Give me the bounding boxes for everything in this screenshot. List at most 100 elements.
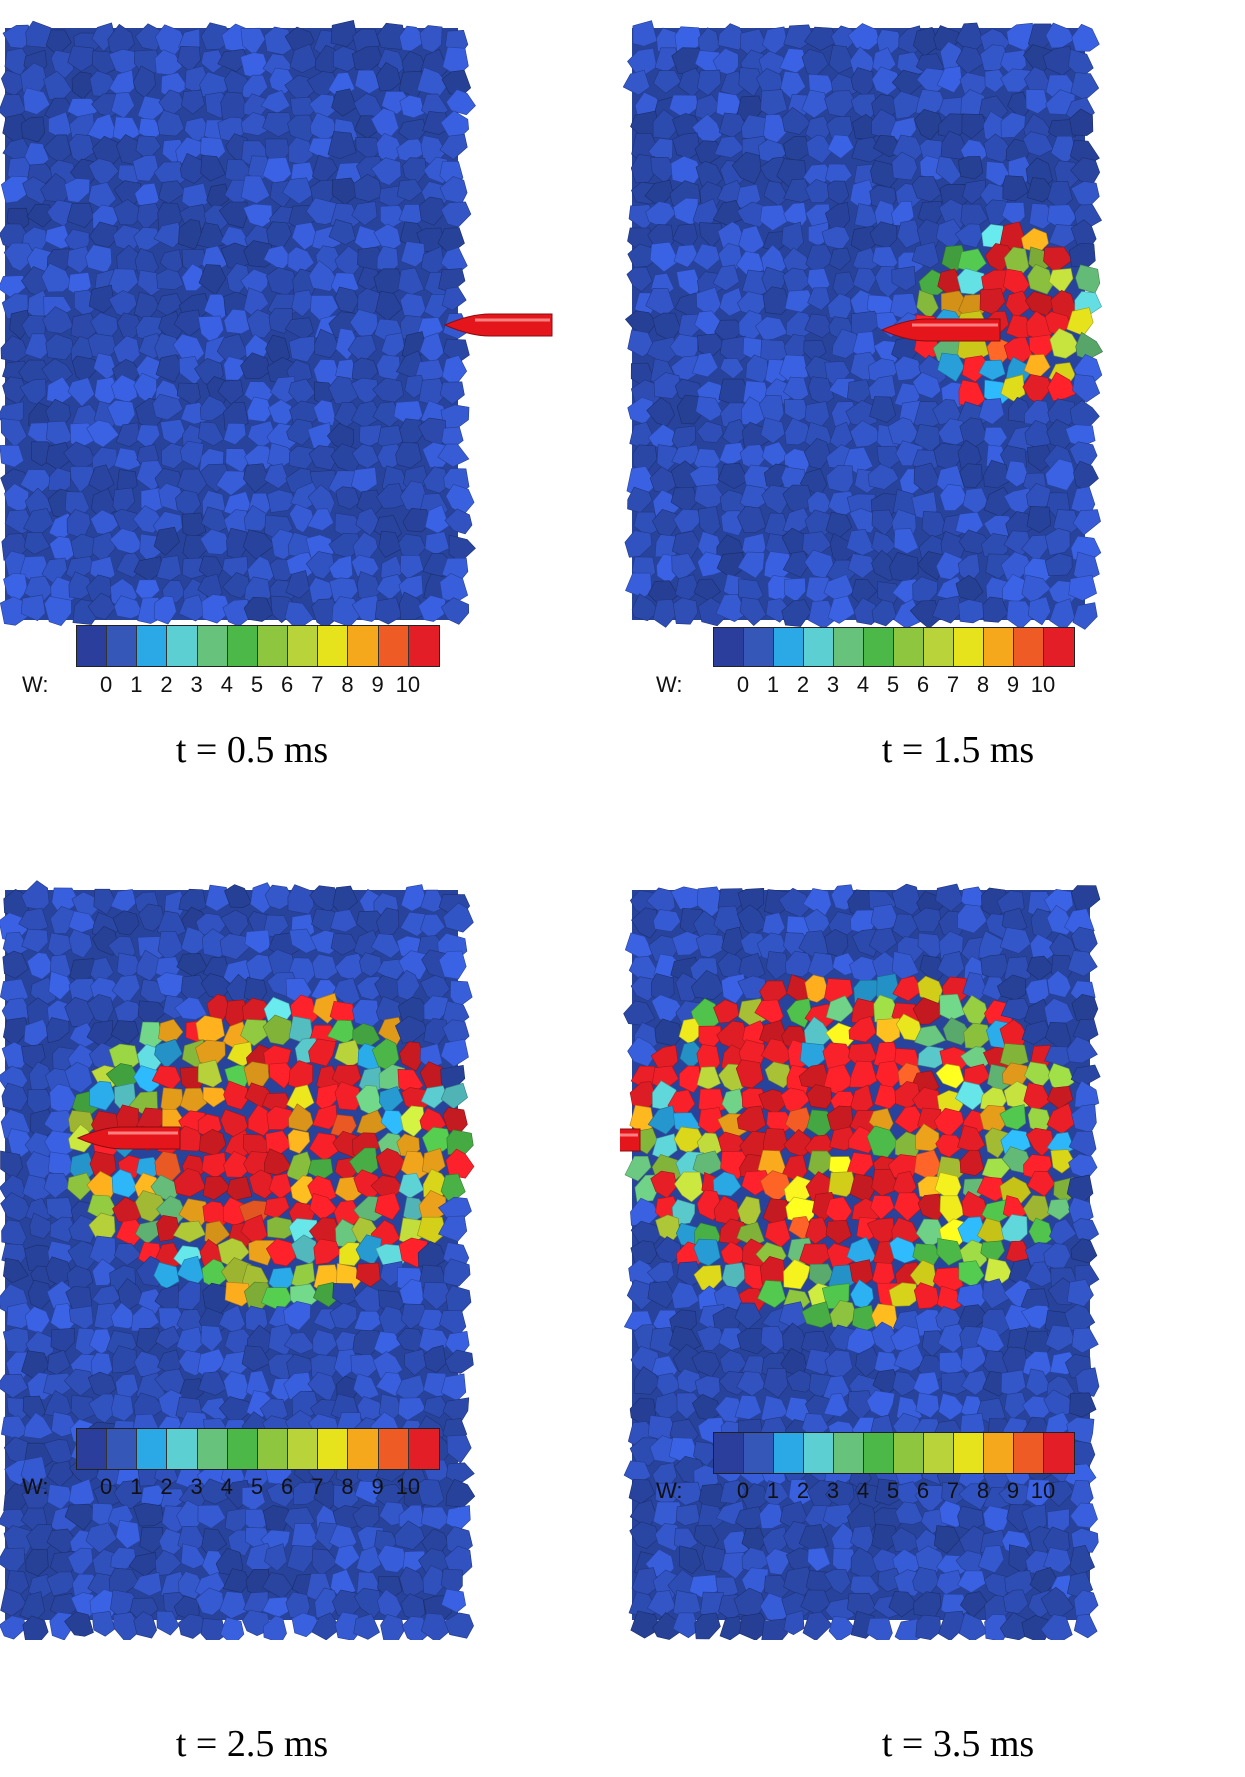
particle	[1028, 1217, 1054, 1244]
particle	[266, 489, 296, 513]
particle	[715, 593, 748, 622]
particle	[717, 23, 746, 51]
particle	[631, 593, 660, 622]
particle	[3, 242, 36, 272]
particle	[66, 246, 93, 274]
colorbar-tick-label: 9	[371, 1474, 384, 1499]
particle	[806, 134, 833, 164]
particle	[1022, 131, 1054, 157]
projectile	[620, 1128, 641, 1152]
particle	[68, 571, 94, 600]
particle	[173, 309, 203, 337]
particle	[289, 928, 318, 954]
particle	[804, 26, 838, 51]
particle	[999, 927, 1031, 954]
colorbar-tick-label: 3	[826, 1478, 840, 1503]
projectile	[880, 318, 1001, 342]
particle	[679, 1545, 702, 1575]
colorbar-tick-label: 1	[766, 1478, 780, 1503]
particle	[223, 1150, 250, 1178]
particle	[177, 468, 208, 497]
particle	[734, 1394, 762, 1420]
particle	[734, 1302, 762, 1330]
particle	[439, 381, 465, 405]
particle	[954, 223, 983, 248]
particle	[625, 572, 653, 599]
particle	[827, 595, 856, 624]
colorbar-cell	[227, 1429, 258, 1469]
colorbar-cell	[348, 1429, 379, 1469]
particle	[935, 883, 964, 912]
colorbar-cell	[1014, 628, 1044, 666]
simulation-image-2	[622, 20, 1104, 631]
particle	[195, 1587, 225, 1616]
particle	[622, 69, 651, 96]
particle	[801, 1301, 833, 1328]
particle	[699, 222, 724, 249]
particle	[243, 596, 274, 622]
particle	[329, 1302, 358, 1330]
particle	[757, 1280, 786, 1308]
colorbar-tick-label: 4	[220, 672, 233, 697]
particle	[246, 396, 273, 423]
particle	[399, 1041, 425, 1072]
particle	[438, 950, 467, 980]
particle	[1068, 1130, 1097, 1158]
particle	[737, 551, 765, 579]
particle	[671, 931, 703, 956]
particle	[222, 572, 251, 599]
particle	[1004, 460, 1030, 488]
particle	[1072, 509, 1101, 536]
particle	[866, 1617, 893, 1640]
particle	[786, 998, 812, 1028]
particle	[444, 508, 473, 535]
colorbar-legend-3: W: 0 1 2 3 4 5 6 7 8 9 10	[0, 0, 620, 1777]
particle	[139, 1526, 164, 1554]
particle	[828, 44, 856, 74]
particle	[804, 974, 830, 1003]
particle	[374, 597, 403, 625]
particle	[1025, 1368, 1052, 1397]
particle	[712, 264, 740, 292]
particle	[697, 333, 725, 358]
particle	[441, 286, 467, 311]
colorbar-tick-label: 5	[250, 1474, 264, 1499]
particle	[696, 69, 722, 96]
colorbar-cell	[167, 1429, 198, 1469]
particle	[173, 1167, 207, 1197]
particle	[313, 399, 336, 427]
particle	[397, 267, 425, 296]
particle	[397, 1397, 427, 1421]
particle	[892, 975, 924, 1002]
colorbar-cell	[1014, 1433, 1044, 1473]
particle	[851, 928, 878, 958]
particle	[264, 1196, 290, 1219]
particle	[25, 20, 52, 49]
particle	[959, 1149, 985, 1176]
particle	[825, 511, 853, 539]
particle	[1072, 1218, 1100, 1241]
particle	[1027, 263, 1054, 295]
particle	[355, 1545, 382, 1574]
particle	[113, 1480, 144, 1510]
particle	[327, 131, 357, 159]
particle	[760, 417, 786, 444]
particle	[66, 202, 95, 228]
particle	[1069, 1502, 1098, 1529]
particle	[892, 90, 923, 120]
particle	[422, 1282, 452, 1311]
particle	[378, 1305, 407, 1336]
particle	[113, 447, 141, 471]
particle	[370, 933, 401, 959]
particle	[1070, 72, 1100, 101]
particle	[739, 596, 767, 627]
particle	[870, 1195, 895, 1220]
particle	[262, 1572, 293, 1600]
particle	[375, 62, 402, 92]
particle	[88, 284, 115, 314]
particle	[763, 1367, 789, 1399]
particle	[158, 180, 187, 205]
particle	[133, 227, 163, 251]
particle	[43, 1173, 71, 1199]
particle	[1006, 600, 1035, 630]
